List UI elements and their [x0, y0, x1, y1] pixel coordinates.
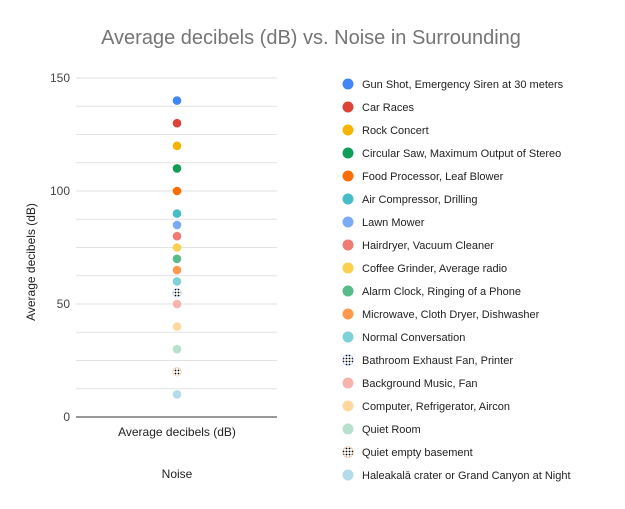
- data-point: [172, 141, 182, 151]
- y-tick-label: 0: [63, 410, 70, 424]
- legend-marker: [342, 170, 354, 182]
- legend-label: Bathroom Exhaust Fan, Printer: [362, 355, 513, 367]
- legend-label: Hairdryer, Vacuum Cleaner: [362, 240, 494, 252]
- data-point: [172, 367, 182, 377]
- legend-item: Background Music, Fan: [342, 377, 478, 390]
- data-point: [172, 254, 182, 264]
- legend-marker: [342, 377, 354, 389]
- legend-marker: [342, 147, 354, 159]
- chart-title: Average decibels (dB) vs. Noise in Surro…: [101, 27, 521, 49]
- x-axis-title: Noise: [162, 467, 193, 481]
- legend-item: Quiet Room: [342, 423, 421, 436]
- legend-item: Food Processor, Leaf Blower: [342, 170, 504, 183]
- data-point: [172, 390, 182, 399]
- legend-marker: [342, 78, 354, 90]
- data-point: [172, 265, 182, 275]
- legend-marker: [342, 354, 354, 366]
- legend-marker: [342, 262, 354, 274]
- legend-label: Food Processor, Leaf Blower: [362, 171, 504, 183]
- legend-label: Microwave, Cloth Dryer, Dishwasher: [362, 309, 540, 321]
- legend-label: Haleakalā crater or Grand Canyon at Nigh…: [362, 470, 571, 482]
- legend-marker: [342, 308, 354, 320]
- data-point: [172, 118, 182, 128]
- x-category-label: Average decibels (dB): [118, 425, 236, 439]
- legend-label: Quiet empty basement: [362, 447, 473, 459]
- data-point: [172, 231, 182, 241]
- legend-marker: [342, 216, 354, 228]
- legend-marker: [342, 285, 354, 297]
- legend-label: Gun Shot, Emergency Siren at 30 meters: [362, 79, 564, 91]
- legend-marker: [342, 400, 354, 412]
- legend-item: Gun Shot, Emergency Siren at 30 meters: [342, 78, 564, 91]
- legend: Gun Shot, Emergency Siren at 30 meters Ca…: [342, 78, 571, 482]
- legend-marker: [342, 423, 354, 435]
- legend-label: Car Races: [362, 102, 414, 114]
- legend-item: Alarm Clock, Ringing of a Phone: [342, 285, 521, 298]
- legend-item: Bathroom Exhaust Fan, Printer: [342, 354, 513, 367]
- legend-label: Quiet Room: [362, 424, 421, 436]
- legend-label: Normal Conversation: [362, 332, 465, 344]
- data-point: [172, 344, 182, 354]
- legend-item: Lawn Mower: [342, 216, 425, 229]
- legend-item: Computer, Refrigerator, Aircon: [342, 400, 510, 413]
- y-tick-label: 150: [50, 71, 70, 85]
- legend-label: Background Music, Fan: [362, 378, 478, 390]
- legend-label: Lawn Mower: [362, 217, 425, 229]
- data-point: [172, 288, 182, 298]
- legend-marker: [342, 101, 354, 113]
- data-point: [172, 164, 182, 173]
- legend-item: Microwave, Cloth Dryer, Dishwasher: [342, 308, 540, 321]
- legend-item: Hairdryer, Vacuum Cleaner: [342, 239, 494, 252]
- legend-label: Coffee Grinder, Average radio: [362, 263, 507, 275]
- data-point: [172, 186, 182, 196]
- legend-label: Alarm Clock, Ringing of a Phone: [362, 286, 521, 298]
- legend-marker: [342, 469, 354, 481]
- data-point: [172, 209, 182, 218]
- legend-marker: [342, 124, 354, 136]
- y-tick-label: 50: [57, 297, 71, 311]
- data-point: [172, 243, 182, 252]
- legend-marker: [342, 331, 354, 343]
- data-point: [172, 299, 182, 309]
- legend-label: Computer, Refrigerator, Aircon: [362, 401, 510, 413]
- legend-item: Circular Saw, Maximum Output of Stereo: [342, 147, 561, 160]
- data-points: [172, 96, 182, 399]
- data-point: [172, 220, 182, 230]
- legend-marker: [342, 193, 354, 205]
- y-axis-title: Average decibels (dB): [24, 203, 38, 321]
- data-point: [172, 96, 182, 105]
- legend-item: Rock Concert: [342, 124, 429, 137]
- legend-item: Quiet empty basement: [342, 446, 473, 459]
- legend-marker: [342, 239, 354, 251]
- data-point: [172, 277, 182, 286]
- y-tick-label: 100: [50, 184, 70, 198]
- y-tick-labels: 0 50 100 150: [50, 71, 70, 424]
- legend-label: Rock Concert: [362, 125, 429, 137]
- legend-item: Normal Conversation: [342, 331, 465, 344]
- legend-item: Car Races: [342, 101, 414, 114]
- legend-label: Air Compressor, Drilling: [362, 194, 478, 206]
- legend-marker: [342, 446, 354, 458]
- legend-item: Air Compressor, Drilling: [342, 193, 478, 206]
- legend-label: Circular Saw, Maximum Output of Stereo: [362, 148, 561, 160]
- legend-item: Coffee Grinder, Average radio: [342, 262, 507, 275]
- data-point: [172, 322, 182, 331]
- legend-item: Haleakalā crater or Grand Canyon at Nigh…: [342, 469, 571, 482]
